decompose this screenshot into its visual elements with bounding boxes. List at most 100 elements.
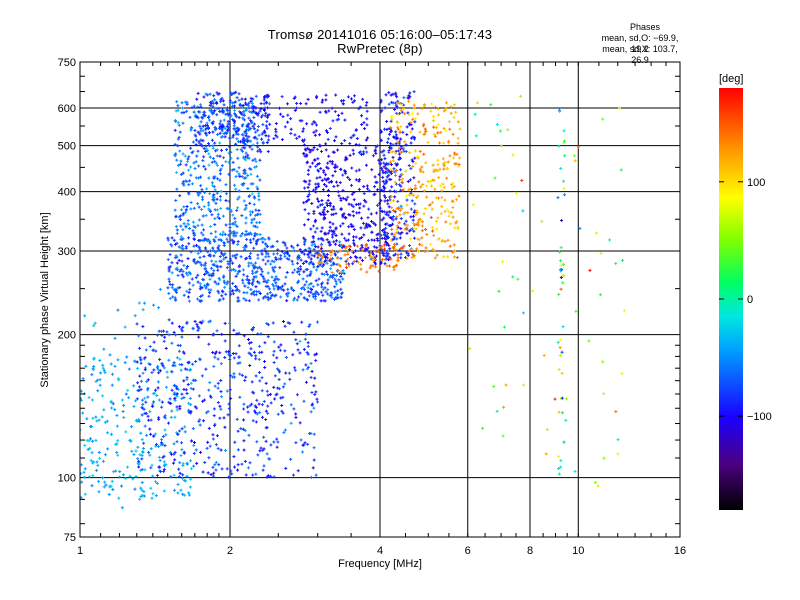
data-point	[405, 203, 409, 207]
data-point	[232, 230, 236, 234]
data-point	[195, 154, 199, 158]
data-point	[97, 450, 101, 454]
data-point	[210, 160, 214, 164]
data-point	[412, 106, 416, 110]
data-point	[241, 138, 245, 142]
data-point	[195, 114, 199, 118]
data-point	[215, 154, 219, 158]
data-point	[110, 479, 114, 483]
data-point	[339, 287, 343, 291]
data-point	[328, 220, 332, 224]
data-point	[346, 257, 350, 261]
data-point	[413, 156, 417, 160]
data-point	[397, 111, 401, 115]
data-point	[242, 448, 246, 452]
data-point	[142, 441, 146, 445]
data-point	[363, 256, 367, 260]
data-point	[196, 326, 200, 330]
data-point	[181, 244, 185, 248]
data-point	[422, 152, 426, 156]
data-point	[243, 169, 247, 173]
data-point	[303, 208, 307, 212]
data-point	[198, 358, 202, 362]
data-point	[244, 138, 248, 142]
data-point	[390, 185, 394, 189]
data-point	[245, 127, 249, 131]
data-point	[251, 419, 255, 423]
data-point	[213, 109, 217, 113]
data-point	[335, 293, 339, 297]
data-point	[352, 238, 356, 242]
data-point	[448, 244, 452, 248]
data-point	[314, 190, 318, 194]
y-axis-label: Stationary phase Virtual Height [km]	[39, 212, 51, 387]
data-point	[350, 183, 354, 187]
data-point	[176, 387, 180, 391]
data-point	[511, 153, 515, 157]
data-point	[280, 284, 284, 288]
data-point	[243, 97, 247, 101]
data-point	[351, 148, 355, 152]
data-point	[172, 238, 176, 242]
data-point	[177, 325, 181, 329]
data-point	[397, 221, 401, 225]
data-point	[420, 165, 424, 169]
data-point	[101, 459, 105, 463]
data-point	[211, 111, 215, 115]
data-point	[274, 127, 278, 131]
data-point	[207, 320, 211, 324]
data-point	[375, 188, 379, 192]
data-point	[495, 409, 499, 413]
data-point	[346, 175, 350, 179]
data-point	[210, 181, 214, 185]
data-point	[231, 292, 235, 296]
data-point	[201, 399, 205, 403]
data-point	[187, 491, 191, 495]
data-point	[246, 285, 250, 289]
data-point	[622, 309, 626, 313]
data-point	[447, 120, 451, 124]
data-point	[218, 131, 222, 135]
data-point	[438, 141, 442, 145]
data-point	[192, 244, 196, 248]
data-point	[208, 155, 212, 159]
data-point	[160, 329, 164, 333]
data-point	[230, 268, 234, 272]
data-point	[410, 127, 414, 131]
data-point	[261, 275, 265, 279]
data-point	[493, 176, 497, 180]
data-point	[94, 415, 98, 419]
data-point	[412, 90, 416, 94]
data-point	[404, 194, 408, 198]
data-point	[306, 290, 310, 294]
data-point	[255, 141, 259, 145]
data-point	[608, 238, 612, 242]
data-point	[383, 106, 387, 110]
data-point	[254, 208, 258, 212]
data-point	[186, 360, 190, 364]
data-point	[265, 252, 269, 256]
data-point	[268, 392, 272, 396]
data-point	[561, 325, 565, 329]
data-point	[170, 244, 174, 248]
data-point	[267, 102, 271, 106]
data-point	[263, 366, 267, 370]
data-point	[328, 294, 332, 298]
data-point	[83, 443, 87, 447]
data-point	[274, 275, 278, 279]
data-point	[256, 332, 260, 336]
data-point	[292, 249, 296, 253]
data-point	[393, 195, 397, 199]
data-point	[250, 283, 254, 287]
data-point	[256, 238, 260, 242]
data-point	[185, 109, 189, 113]
data-point	[246, 405, 250, 409]
data-point	[339, 196, 343, 200]
data-point	[162, 489, 166, 493]
data-point	[200, 374, 204, 378]
data-point	[336, 148, 340, 152]
data-point	[445, 101, 449, 105]
data-point	[242, 291, 246, 295]
data-point	[182, 379, 186, 383]
data-point	[227, 160, 231, 164]
